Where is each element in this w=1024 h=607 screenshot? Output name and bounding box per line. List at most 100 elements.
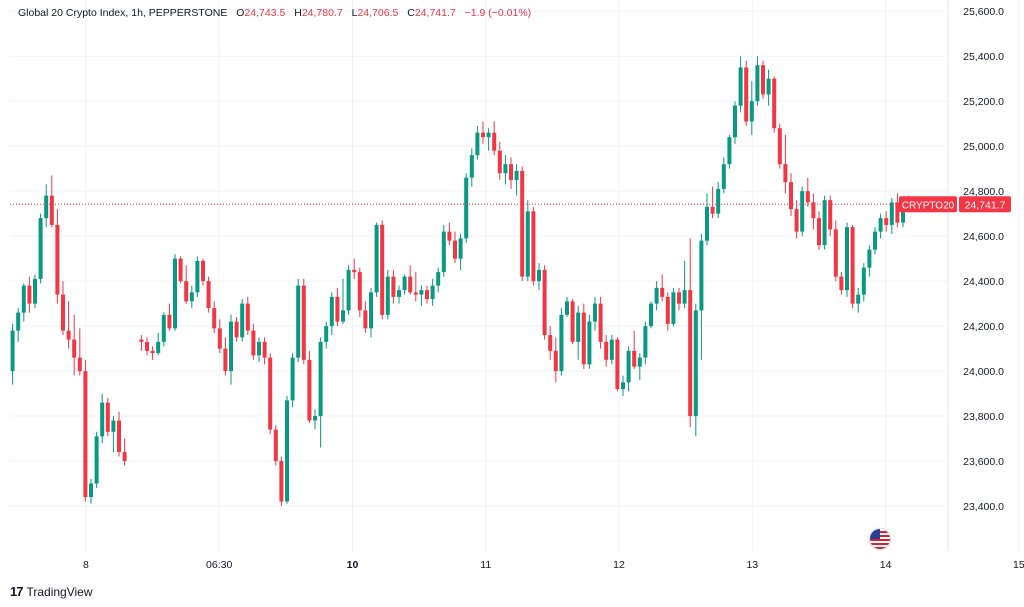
candle bbox=[492, 121, 497, 156]
candle bbox=[805, 177, 810, 207]
candle bbox=[374, 222, 379, 297]
candle-body bbox=[889, 202, 894, 225]
candle bbox=[665, 292, 670, 331]
candle-body bbox=[727, 137, 732, 165]
candle bbox=[481, 121, 485, 144]
candle-body bbox=[626, 350, 631, 383]
close-value: 24,741.7 bbox=[414, 7, 456, 19]
candle-body bbox=[245, 303, 250, 331]
candle-body bbox=[654, 287, 659, 304]
candle bbox=[537, 263, 541, 291]
y-tick-label: 24,600.0 bbox=[963, 231, 1004, 243]
candle bbox=[352, 258, 357, 279]
candle bbox=[229, 314, 233, 385]
candle bbox=[604, 335, 609, 367]
candle-body bbox=[481, 132, 485, 138]
candle bbox=[369, 287, 373, 338]
y-tick-label: 24,000.0 bbox=[963, 366, 1004, 378]
candle bbox=[61, 281, 65, 336]
candle-body bbox=[145, 341, 149, 351]
candle-body bbox=[430, 285, 435, 300]
candle bbox=[156, 332, 161, 356]
candle bbox=[44, 184, 49, 228]
candle bbox=[72, 314, 77, 376]
candle-body bbox=[682, 290, 687, 304]
us-flag-icon[interactable] bbox=[870, 529, 890, 549]
candle bbox=[789, 173, 793, 216]
candle-body bbox=[156, 341, 161, 354]
candle-body bbox=[122, 452, 127, 462]
candle bbox=[593, 296, 597, 331]
candle-body bbox=[66, 330, 71, 340]
candle bbox=[425, 285, 429, 304]
price-tag-value: 24,741.7 bbox=[965, 199, 1006, 211]
candle-body bbox=[402, 276, 407, 291]
candle-body bbox=[55, 224, 60, 295]
candle bbox=[559, 308, 564, 376]
candle bbox=[548, 326, 553, 360]
candle-body bbox=[313, 416, 317, 421]
x-tick-label: 12 bbox=[613, 559, 625, 571]
candle-body bbox=[413, 292, 418, 295]
candle bbox=[520, 166, 525, 282]
symbol-title[interactable]: Global 20 Crypto Index, 1h, PEPPERSTONE bbox=[18, 7, 228, 19]
candle bbox=[615, 337, 620, 392]
candle bbox=[542, 265, 547, 340]
candle-body bbox=[458, 238, 463, 259]
candle bbox=[677, 287, 681, 311]
candle-body bbox=[542, 269, 547, 336]
candle bbox=[100, 393, 105, 444]
candle bbox=[419, 285, 424, 306]
candle-body bbox=[285, 400, 289, 502]
candle bbox=[212, 301, 217, 333]
candle-body bbox=[72, 339, 77, 358]
candle-body bbox=[514, 170, 519, 180]
chart-legend: Global 20 Crypto Index, 1h, PEPPERSTONE … bbox=[18, 7, 531, 19]
candle-body bbox=[385, 276, 390, 315]
candle bbox=[761, 60, 765, 99]
candle-body bbox=[150, 350, 155, 354]
price-tag: CRYPTO20 24,741.7 bbox=[899, 196, 1011, 213]
candle-body bbox=[895, 202, 900, 223]
candle-body bbox=[643, 326, 648, 358]
y-tick-label: 25,000.0 bbox=[963, 141, 1004, 153]
candle bbox=[861, 263, 866, 302]
candle-body bbox=[777, 128, 782, 165]
candle bbox=[285, 395, 289, 504]
candle bbox=[766, 69, 771, 106]
candle bbox=[324, 321, 329, 349]
candle-body bbox=[201, 260, 205, 282]
candle-body bbox=[632, 350, 637, 367]
candle-body bbox=[105, 402, 110, 432]
candle bbox=[749, 80, 754, 135]
candle bbox=[173, 254, 177, 331]
candle-body bbox=[509, 164, 513, 180]
candle-body bbox=[822, 200, 827, 246]
price-tag-symbol: CRYPTO20 bbox=[902, 200, 955, 211]
candle bbox=[716, 182, 721, 219]
candle bbox=[800, 186, 805, 237]
candle bbox=[27, 276, 32, 313]
y-tick-label: 25,200.0 bbox=[963, 96, 1004, 108]
candle-body bbox=[397, 290, 401, 297]
candle bbox=[598, 296, 603, 349]
candle-body bbox=[296, 285, 301, 358]
open-label: O bbox=[236, 7, 245, 19]
candle-body bbox=[604, 341, 609, 360]
candle-body bbox=[469, 155, 474, 178]
price-axis[interactable]: 25,600.0 25,400.0 25,200.0 25,000.0 24,800.0… bbox=[963, 6, 1004, 513]
y-tick-label: 23,400.0 bbox=[963, 501, 1004, 513]
x-tick-label: 14 bbox=[880, 559, 892, 571]
candle-body bbox=[503, 164, 508, 174]
candle-body bbox=[290, 357, 295, 401]
candle-body bbox=[565, 301, 569, 315]
candle-body bbox=[693, 310, 698, 417]
time-axis[interactable]: 8 06:30 10 11 12 13 14 15 bbox=[83, 559, 1024, 571]
tradingview-logo[interactable]: 17 TradingView bbox=[10, 584, 93, 599]
candle bbox=[341, 278, 345, 324]
candle bbox=[705, 193, 709, 246]
candle-body bbox=[94, 436, 99, 484]
candle-body bbox=[189, 292, 194, 302]
candle-body bbox=[839, 276, 844, 291]
